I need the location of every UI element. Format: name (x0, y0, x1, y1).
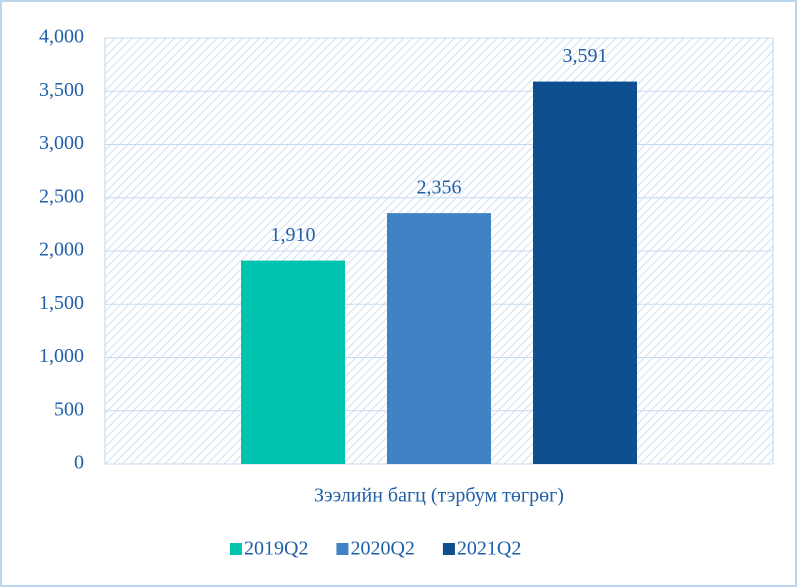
y-tick-label: 4,000 (39, 26, 84, 48)
bar (533, 81, 637, 464)
legend-swatch (336, 543, 349, 555)
legend-label: 2021Q2 (457, 538, 521, 560)
y-tick-label: 1,500 (39, 292, 84, 314)
y-tick-label: 1,000 (39, 345, 84, 367)
data-label: 3,591 (563, 45, 608, 67)
bar (387, 213, 491, 464)
legend-label: 2019Q2 (244, 538, 308, 560)
y-tick-label: 2,500 (39, 185, 84, 207)
y-tick-label: 500 (54, 398, 84, 420)
legend-swatch (442, 543, 455, 555)
y-tick-label: 3,000 (39, 132, 84, 154)
legend-swatch (230, 543, 242, 555)
y-tick-label: 0 (74, 452, 84, 474)
x-axis-category: Зээлийн багц (тэрбум төгрөг) (314, 485, 564, 507)
y-tick-label: 3,500 (39, 79, 84, 101)
bar (241, 260, 345, 464)
data-label: 1,910 (271, 224, 316, 246)
data-label: 2,356 (417, 177, 462, 199)
y-tick-label: 2,000 (39, 239, 84, 261)
legend-label: 2020Q2 (350, 538, 414, 560)
